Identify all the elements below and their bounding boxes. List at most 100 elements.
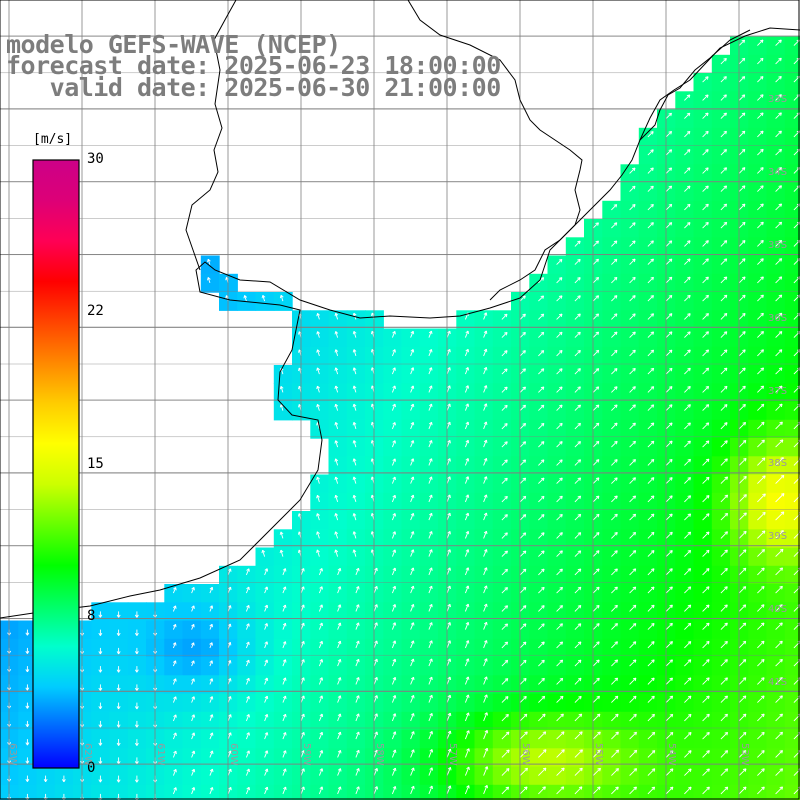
wind-cell [766,365,786,384]
wind-cell [748,401,768,421]
wind-arrow [760,258,764,260]
wind-arrow [227,642,231,649]
wind-arrow [370,513,373,517]
wind-arrow [720,331,728,338]
wind-arrow [647,240,654,247]
wind-arrow [574,677,582,685]
wind-arrow [743,185,746,189]
wind-arrow [506,459,508,464]
wind-arrow [614,531,618,534]
wind-arrow [175,751,177,755]
wind-cell [620,565,640,585]
wind-cell [401,547,421,567]
wind-cell [438,766,457,786]
wind-arrow [705,313,709,315]
wind-arrow [428,476,432,479]
wind-arrow [412,349,415,353]
wind-cell [492,310,512,330]
wind-cell [602,547,622,567]
wind-arrow [738,530,747,539]
wind-arrow [246,677,250,681]
wind-cell [675,638,695,658]
wind-arrow [577,659,582,662]
wind-arrow [356,713,359,716]
wind-cell [492,657,512,676]
wind-arrow [413,786,415,790]
wind-arrow [209,714,213,717]
wind-cell [638,438,658,457]
wind-arrow [632,222,636,224]
wind-arrow [301,604,305,608]
wind-arrow [720,768,729,776]
wind-arrow [303,750,305,754]
wind-arrow [484,747,488,751]
wind-cell [584,383,603,403]
wind-arrow [702,732,710,740]
wind-cell [620,748,640,768]
wind-arrow [757,695,765,703]
wind-cell [638,328,658,348]
wind-arrow [483,549,488,557]
wind-arrow [483,585,488,594]
wind-arrow [647,167,654,174]
wind-arrow [738,149,746,156]
wind-arrow [611,349,618,357]
wind-arrow [592,568,600,576]
wind-arrow [647,204,654,211]
wind-arrow [285,714,287,718]
wind-arrow [757,493,766,503]
wind-arrow [632,604,636,607]
colorbar-tick-0: 0 [87,760,96,776]
wind-arrow [741,39,745,42]
wind-arrow [246,732,250,735]
wind-arrow [446,549,451,557]
wind-arrow [172,732,177,740]
wind-arrow [373,567,378,576]
wind-arrow [446,403,451,411]
wind-cell [638,365,658,384]
wind-arrow [428,367,432,375]
wind-cell [474,657,494,676]
wind-cell [766,109,786,129]
wind-cell [657,419,676,439]
wind-cell [365,346,384,366]
wind-cell [529,730,549,749]
wind-arrow [687,695,692,698]
wind-cell [310,492,330,512]
wind-arrow [282,659,286,662]
wind-arrow [282,622,286,626]
wind-arrow [687,677,691,680]
wind-arrow [392,695,396,698]
wind-cell [675,547,695,567]
wind-arrow [559,513,563,516]
wind-cell [711,109,731,129]
wind-cell [328,620,348,640]
wind-arrow [597,767,601,770]
wind-cell [383,511,403,530]
wind-arrow [738,112,746,119]
wind-arrow [466,748,470,751]
wind-arrow [596,641,600,643]
wind-arrow [391,586,396,594]
wind-cell [511,748,530,768]
wind-arrow [519,532,527,539]
wind-arrow [318,622,323,630]
wind-arrow [592,368,600,375]
wind-arrow [298,404,300,408]
wind-arrow [574,641,582,649]
wind-arrow [264,713,268,717]
wind-arrow [629,459,636,466]
wind-arrow [246,750,250,753]
wind-arrow [209,624,213,630]
wind-arrow [541,550,545,553]
wind-arrow [464,622,469,630]
wind-arrow [501,404,508,411]
wind-cell [565,657,585,676]
wind-arrow [592,586,600,594]
wind-arrow [353,549,357,557]
wind-arrow [227,696,232,703]
wind-cell [675,657,695,676]
wind-arrow [738,349,746,357]
wind-arrow [447,476,451,479]
